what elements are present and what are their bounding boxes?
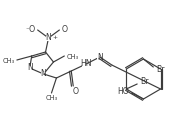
Text: ⁻O: ⁻O [26,26,36,34]
Text: Br: Br [140,78,149,87]
FancyBboxPatch shape [82,62,91,67]
Text: O: O [72,87,78,95]
Text: N: N [27,63,33,72]
Text: N: N [46,34,51,42]
Text: CH₃: CH₃ [3,58,15,64]
FancyBboxPatch shape [46,35,51,41]
Text: HO: HO [117,87,129,95]
FancyBboxPatch shape [41,71,46,76]
Text: CH₃: CH₃ [66,54,78,60]
FancyBboxPatch shape [27,66,32,71]
Text: O: O [61,26,67,34]
Text: +: + [52,35,57,40]
Text: Br: Br [156,66,165,75]
Text: HN: HN [80,59,92,68]
Text: CH₃: CH₃ [45,95,58,101]
Text: N: N [41,70,46,79]
FancyBboxPatch shape [97,54,102,59]
Text: N: N [97,53,103,62]
